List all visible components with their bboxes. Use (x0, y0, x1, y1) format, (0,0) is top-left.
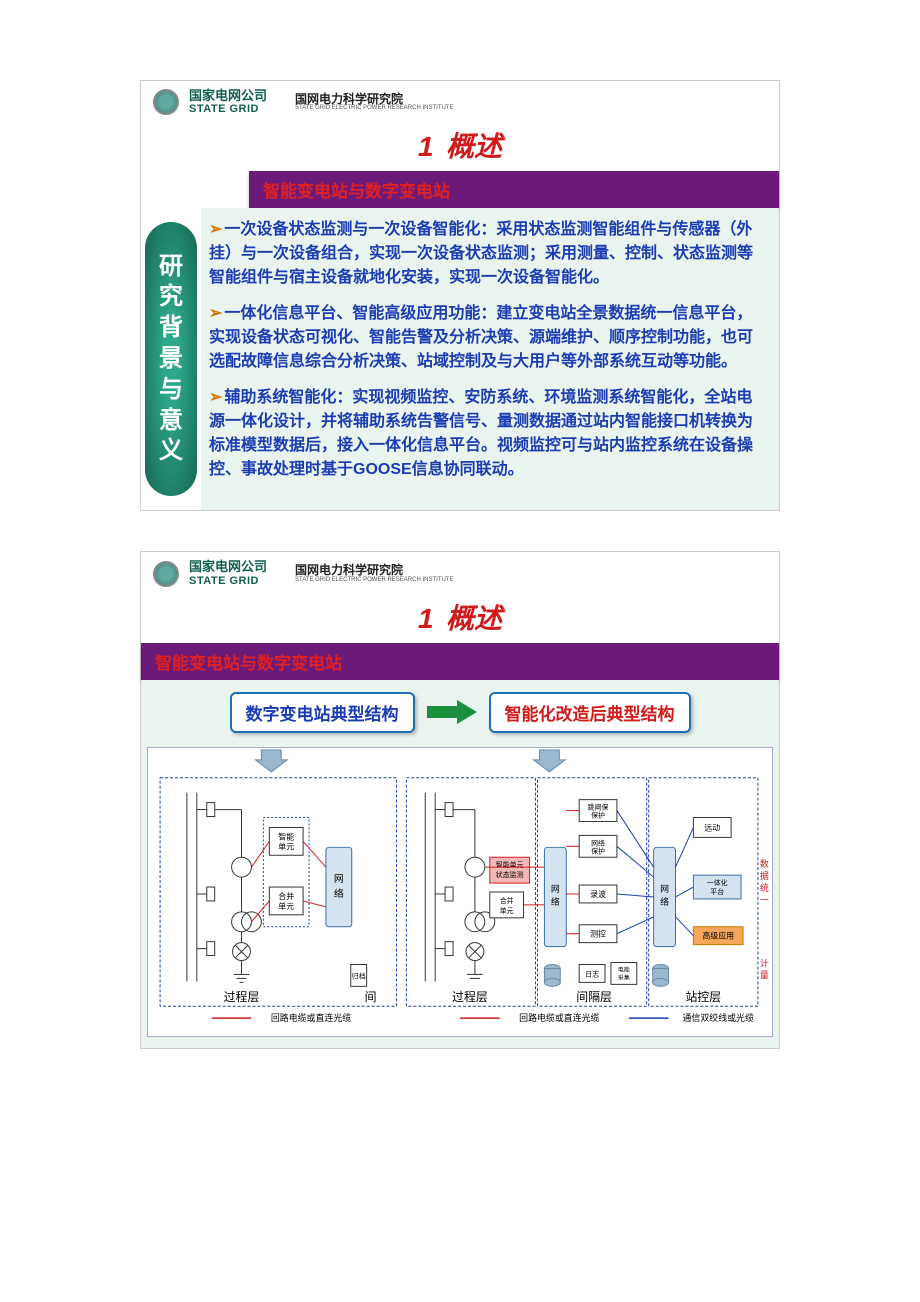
svg-text:网络: 网络 (591, 838, 605, 847)
svg-text:单元: 单元 (500, 906, 514, 915)
slide-title: 1 概述 (141, 123, 779, 171)
bullet-title: 一体化信息平台、智能高级应用功能： (224, 305, 496, 322)
svg-text:状态监测: 状态监测 (496, 870, 524, 879)
vlabel-char: 与 (159, 376, 183, 405)
vlabel-char: 研 (159, 253, 183, 282)
svg-text:远动: 远动 (704, 822, 720, 832)
slide-title: 1 概述 (141, 595, 779, 643)
company-block: 国家电网公司 STATE GRID (189, 560, 267, 586)
page-wrapper: 国家电网公司 STATE GRID 国网电力科学研究院 STATE GRID E… (0, 0, 920, 1129)
vlabel-char: 义 (159, 437, 183, 466)
svg-text:录波: 录波 (590, 889, 606, 899)
institute-name-en: STATE GRID ELECTRIC POWER RESEARCH INSTI… (295, 577, 453, 583)
company-name-en: STATE GRID (189, 575, 267, 587)
vlabel-char: 景 (159, 345, 183, 374)
logo-icon (153, 89, 179, 115)
arrow-icon (427, 700, 477, 724)
slide-2: 国家电网公司 STATE GRID 国网电力科学研究院 STATE GRID E… (140, 551, 780, 1048)
slide-header: 国家电网公司 STATE GRID 国网电力科学研究院 STATE GRID E… (141, 81, 779, 123)
institute-name-cn: 国网电力科学研究院 (295, 564, 453, 577)
svg-text:量: 量 (760, 970, 769, 980)
vlabel-char: 意 (159, 407, 183, 436)
slide1-content: ➢一次设备状态监测与一次设备智能化：采用状态监测智能组件与传感器（外挂）与一次设… (201, 208, 779, 510)
svg-text:合并: 合并 (278, 891, 294, 901)
svg-text:数: 数 (760, 858, 769, 869)
bullet-title: 辅助系统智能化： (224, 389, 352, 406)
slide-header: 国家电网公司 STATE GRID 国网电力科学研究院 STATE GRID E… (141, 552, 779, 594)
box-label: 智能 (278, 831, 294, 841)
svg-text:合并: 合并 (500, 896, 514, 905)
svg-text:计: 计 (760, 957, 769, 968)
bullet-arrow-icon: ➢ (209, 389, 222, 406)
svg-text:高级应用: 高级应用 (702, 930, 734, 940)
svg-text:一: 一 (760, 895, 769, 905)
slide-title-num: 1 (418, 603, 434, 634)
svg-text:过程层: 过程层 (452, 990, 488, 1004)
slide2-body: 数字变电站典型结构 智能化改造后典型结构 (141, 680, 779, 1048)
svg-text:单元: 单元 (278, 841, 294, 851)
svg-text:保护: 保护 (591, 846, 605, 855)
svg-text:统: 统 (760, 882, 769, 893)
svg-text:网: 网 (660, 884, 669, 894)
company-name-cn: 国家电网公司 (189, 560, 267, 574)
svg-text:络: 络 (334, 887, 344, 900)
svg-text:智能单元: 智能单元 (496, 860, 524, 869)
svg-text:单元: 单元 (278, 901, 294, 911)
slide-1: 国家电网公司 STATE GRID 国网电力科学研究院 STATE GRID E… (140, 80, 780, 511)
svg-text:间隔层: 间隔层 (576, 990, 612, 1004)
struct-box-left: 数字变电站典型结构 (230, 692, 415, 733)
institute-block: 国网电力科学研究院 STATE GRID ELECTRIC POWER RESE… (295, 93, 453, 112)
svg-text:平台: 平台 (710, 887, 724, 896)
svg-text:间: 间 (365, 990, 377, 1004)
institute-name-en: STATE GRID ELECTRIC POWER RESEARCH INSTI… (295, 105, 453, 111)
struct-box-right: 智能化改造后典型结构 (489, 692, 691, 733)
institute-block: 国网电力科学研究院 STATE GRID ELECTRIC POWER RESE… (295, 564, 453, 583)
vlabel-char: 背 (159, 314, 183, 343)
svg-text:网: 网 (551, 884, 560, 894)
svg-text:测控: 测控 (590, 928, 606, 938)
svg-text:保护: 保护 (591, 810, 605, 819)
logo-icon (153, 561, 179, 587)
slide-title-num: 1 (418, 131, 434, 162)
vlabel-char: 究 (159, 283, 183, 312)
company-name-en: STATE GRID (189, 103, 267, 115)
bullet-1: ➢一次设备状态监测与一次设备智能化：采用状态监测智能组件与传感器（外挂）与一次设… (209, 218, 765, 290)
layer-label: 过程层 (224, 990, 260, 1004)
slide-title-text: 概述 (446, 603, 502, 634)
svg-text:网: 网 (334, 873, 344, 885)
svg-text:电能: 电能 (618, 965, 630, 973)
svg-text:日志: 日志 (585, 969, 599, 978)
vertical-label: 研 究 背 景 与 意 义 (145, 222, 197, 496)
institute-name-cn: 国网电力科学研究院 (295, 93, 453, 106)
diagram-area: 智能 单元 合并 单元 网 络 (141, 741, 779, 1048)
svg-text:采集: 采集 (618, 973, 630, 981)
svg-text:回路电缆或直连光缆: 回路电缆或直连光缆 (519, 1012, 599, 1023)
structure-diagram: 智能 单元 合并 单元 网 络 (147, 747, 773, 1037)
bullet-3: ➢辅助系统智能化：实现视频监控、安防系统、环境监测系统智能化，全站电源一体化设计… (209, 386, 765, 482)
company-name-cn: 国家电网公司 (189, 89, 267, 103)
svg-text:络: 络 (551, 896, 560, 907)
bullet-title: 一次设备状态监测与一次设备智能化： (224, 221, 496, 238)
svg-text:归档: 归档 (352, 971, 366, 980)
structure-row: 数字变电站典型结构 智能化改造后典型结构 (141, 680, 779, 741)
svg-text:回路电缆或直连光缆: 回路电缆或直连光缆 (271, 1012, 351, 1023)
slide-title-text: 概述 (446, 131, 502, 162)
svg-text:站控层: 站控层 (685, 990, 721, 1004)
svg-text:络: 络 (660, 896, 669, 907)
slide1-body: 研 究 背 景 与 意 义 ➢一次设备状态监测与一次设备智能化：采用状态监测智能… (141, 208, 779, 510)
bullet-arrow-icon: ➢ (209, 221, 222, 238)
svg-text:一体化: 一体化 (707, 878, 728, 887)
bullet-arrow-icon: ➢ (209, 305, 222, 322)
svg-text:通信双绞线或光缆: 通信双绞线或光缆 (683, 1012, 754, 1023)
section-bar: 智能变电站与数字变电站 (249, 171, 779, 208)
company-block: 国家电网公司 STATE GRID (189, 89, 267, 115)
section-bar: 智能变电站与数字变电站 (141, 643, 779, 680)
svg-text:据: 据 (760, 870, 769, 881)
bullet-2: ➢一体化信息平台、智能高级应用功能：建立变电站全景数据统一信息平台，实现设备状态… (209, 302, 765, 374)
svg-text:跳闸保: 跳闸保 (588, 802, 609, 811)
